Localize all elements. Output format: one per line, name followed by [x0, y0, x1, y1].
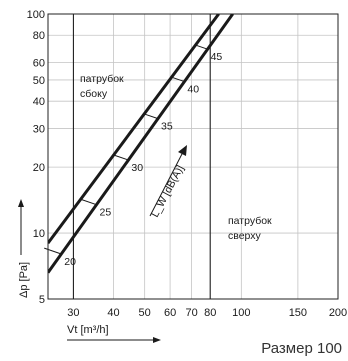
- x-tick-labels: 30 40 50 60 70 80 100 150 200: [67, 307, 347, 319]
- x-axis-title: Vt [m³/h]: [67, 324, 109, 336]
- noise-level-label: 45: [211, 51, 223, 63]
- noise-tick: [80, 198, 97, 206]
- annotation-top-line2: сверху: [228, 230, 262, 242]
- y-axis-arrow: [18, 199, 24, 255]
- noise-tick: [44, 247, 62, 255]
- annotation-top-line1: патрубок: [228, 215, 272, 227]
- x-tick-label: 200: [329, 307, 347, 319]
- series-lines: [48, 14, 234, 274]
- x-tick-label: 30: [67, 307, 79, 319]
- x-tick-label: 80: [204, 307, 216, 319]
- y-tick-label: 40: [33, 96, 45, 108]
- x-tick-label: 60: [164, 307, 176, 319]
- noise-level-markers: 20 25 30 35 40 45: [44, 44, 223, 268]
- noise-tick: [113, 154, 129, 161]
- noise-direction-arrow: [149, 145, 187, 217]
- noise-level-label: 25: [100, 207, 112, 219]
- y-tick-label: 20: [33, 162, 45, 174]
- y-axis-title: Δp [Pa]: [18, 262, 30, 298]
- y-tick-label: 100: [27, 9, 45, 21]
- x-tick-label: 100: [232, 307, 250, 319]
- x-tick-label: 40: [107, 307, 119, 319]
- series-line-2: [48, 14, 234, 274]
- noise-level-label: 30: [131, 162, 143, 174]
- x-axis-arrow: [67, 337, 161, 343]
- y-tick-label: 60: [33, 58, 45, 70]
- y-tick-labels: 5 10 20 30 40 50 60 80 100: [27, 9, 45, 306]
- grid: [48, 13, 339, 300]
- noise-tick: [195, 44, 208, 50]
- plot-frame: [47, 13, 339, 300]
- chart-caption: Размер 100: [261, 340, 342, 357]
- noise-level-label: 35: [161, 121, 173, 133]
- annotation-side-line2: сбоку: [80, 88, 108, 100]
- y-tick-label: 5: [39, 294, 45, 306]
- noise-level-label: 20: [64, 256, 76, 268]
- noise-level-label: 40: [187, 84, 199, 96]
- noise-tick: [144, 113, 159, 120]
- annotation-side-line1: патрубок: [80, 73, 124, 85]
- y-tick-label: 80: [33, 30, 45, 42]
- y-tick-label: 30: [33, 124, 45, 136]
- x-tick-label: 70: [185, 307, 197, 319]
- y-tick-label: 50: [33, 75, 45, 87]
- y-tick-label: 10: [33, 228, 45, 240]
- noise-tick: [171, 76, 185, 83]
- noise-axis-label: L_W [dB(A)]: [149, 163, 186, 219]
- series-line-1: [48, 14, 220, 244]
- reference-lines: [72, 14, 211, 299]
- x-tick-label: 150: [289, 307, 307, 319]
- x-tick-label: 50: [139, 307, 151, 319]
